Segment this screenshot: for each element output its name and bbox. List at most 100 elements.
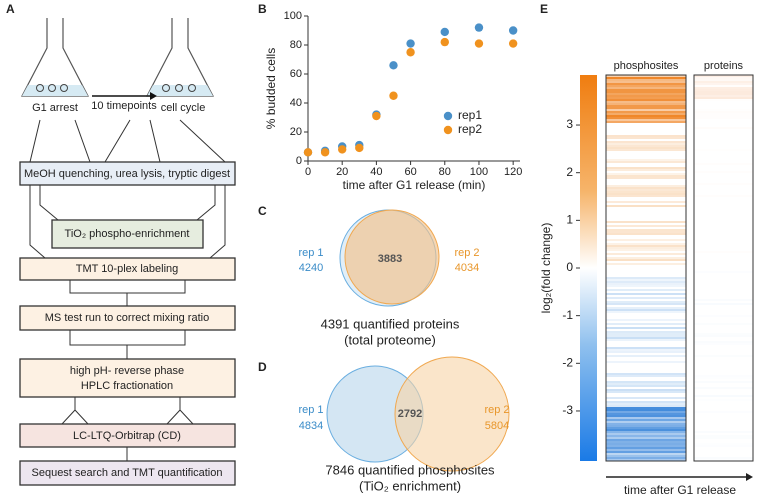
heatmap-row — [606, 177, 686, 179]
caption: (total proteome) — [344, 332, 436, 347]
heatmap-row — [695, 111, 753, 113]
heatmap-row — [694, 81, 753, 83]
step-box — [51, 219, 204, 249]
heatmap-row — [606, 391, 686, 393]
heatmap-frame — [693, 74, 754, 462]
heatmap-row — [694, 87, 753, 89]
heatmap-row — [606, 243, 686, 245]
heatmap-row — [606, 451, 686, 453]
y-tick-label: 0 — [296, 155, 302, 167]
heatmap-row — [695, 251, 753, 253]
point — [508, 39, 518, 48]
heatmap-row — [606, 429, 686, 431]
step: HPLC fractionation — [81, 380, 173, 392]
x-axis-label: time after G1 release — [624, 483, 736, 496]
heatmap-row — [606, 231, 686, 233]
x-tick-label: 120 — [504, 166, 522, 178]
heatmap-row — [606, 107, 686, 109]
heatmap-row — [606, 319, 686, 321]
heatmap-row — [606, 97, 686, 99]
heatmap-row — [606, 309, 686, 311]
heatmap-row — [695, 327, 753, 329]
caption: (TiO₂ enrichment) — [359, 478, 461, 493]
heatmap-row — [606, 403, 686, 405]
cell — [175, 84, 183, 92]
heatmap-row — [606, 439, 686, 441]
heatmap-row — [606, 453, 686, 455]
heatmap-row — [606, 229, 686, 231]
set-count: 4034 — [455, 262, 479, 274]
heatmap-row — [606, 425, 686, 427]
y-tick-label: -2 — [562, 355, 573, 369]
x-tick-label: 0 — [305, 166, 311, 178]
heatmap-row — [606, 457, 686, 459]
heatmap-row — [695, 85, 753, 87]
point — [508, 26, 518, 35]
y-tick-label: 40 — [290, 97, 302, 109]
heatmap-row — [606, 333, 686, 335]
step: LC-LTQ-Orbitrap (CD) — [73, 430, 181, 442]
legend-swatch — [443, 111, 453, 121]
colorbar — [580, 75, 597, 461]
heatmap-row — [606, 443, 686, 445]
heatmap-row — [694, 395, 753, 397]
y-tick-label: 20 — [290, 126, 302, 138]
heatmap-row — [606, 401, 686, 403]
flask-label: cell cycle — [161, 102, 206, 114]
cell — [60, 84, 68, 92]
heatmap-row — [606, 141, 686, 143]
heatmap-row — [606, 95, 686, 97]
set-name: rep 2 — [484, 404, 509, 416]
heatmap-row — [694, 387, 753, 389]
heatmap-row — [695, 115, 753, 117]
column-title: proteins — [704, 60, 744, 72]
arrow-label: 10 timepoints — [91, 100, 157, 112]
heatmap-row — [695, 171, 753, 173]
heatmap-row — [606, 279, 686, 281]
y-tick-label: 2 — [566, 165, 573, 179]
caption: 4391 quantified proteins — [321, 316, 460, 331]
heatmap-row — [695, 377, 753, 379]
heatmap-row — [695, 399, 753, 401]
heatmap-row — [695, 375, 753, 377]
heatmap-row — [606, 205, 686, 207]
heatmap-row — [695, 127, 753, 129]
heatmap-row — [694, 457, 753, 459]
x-tick-label: 100 — [470, 166, 488, 178]
heatmap-row — [606, 437, 686, 439]
workflow: G1 arrest 10 timepoints cell cycle MeOH … — [19, 18, 236, 486]
heatmap-row — [606, 289, 686, 291]
heatmap-row — [606, 449, 686, 451]
heatmap-row — [606, 185, 686, 187]
heatmap-row — [606, 433, 686, 435]
heatmap-row — [606, 79, 686, 81]
heatmap-row — [606, 427, 686, 429]
heatmap-row — [606, 303, 686, 305]
caption: 7846 quantified phosphosites — [325, 462, 495, 477]
step: TiO₂ phospho-enrichment — [65, 228, 190, 240]
heatmap-cells — [694, 75, 753, 459]
heatmap-row — [606, 167, 686, 169]
point — [474, 39, 484, 48]
y-tick-label: 60 — [290, 68, 302, 80]
heatmap-row — [606, 441, 686, 443]
time-arrow-head — [746, 473, 753, 481]
heatmap-row — [606, 339, 686, 341]
heatmap-row — [606, 87, 686, 89]
heatmap-row — [694, 303, 753, 305]
heatmap-row — [606, 257, 686, 259]
heatmap-row — [606, 239, 686, 241]
point — [406, 39, 415, 48]
heatmap-row — [695, 189, 753, 191]
panel-label: E — [540, 2, 548, 16]
heatmap-row — [695, 445, 753, 447]
step-box — [19, 358, 236, 398]
venn-phosphosites: rep 1 4834 2792 rep 2 5804 7846 quantifi… — [298, 356, 510, 493]
heatmap-row — [606, 259, 686, 261]
legend-label: rep1 — [458, 108, 482, 122]
heatmap-row — [606, 103, 686, 105]
heatmap-row — [606, 347, 686, 349]
heatmap-row — [606, 383, 686, 385]
heatmap-row — [606, 419, 686, 421]
panel-label: C — [258, 204, 267, 218]
